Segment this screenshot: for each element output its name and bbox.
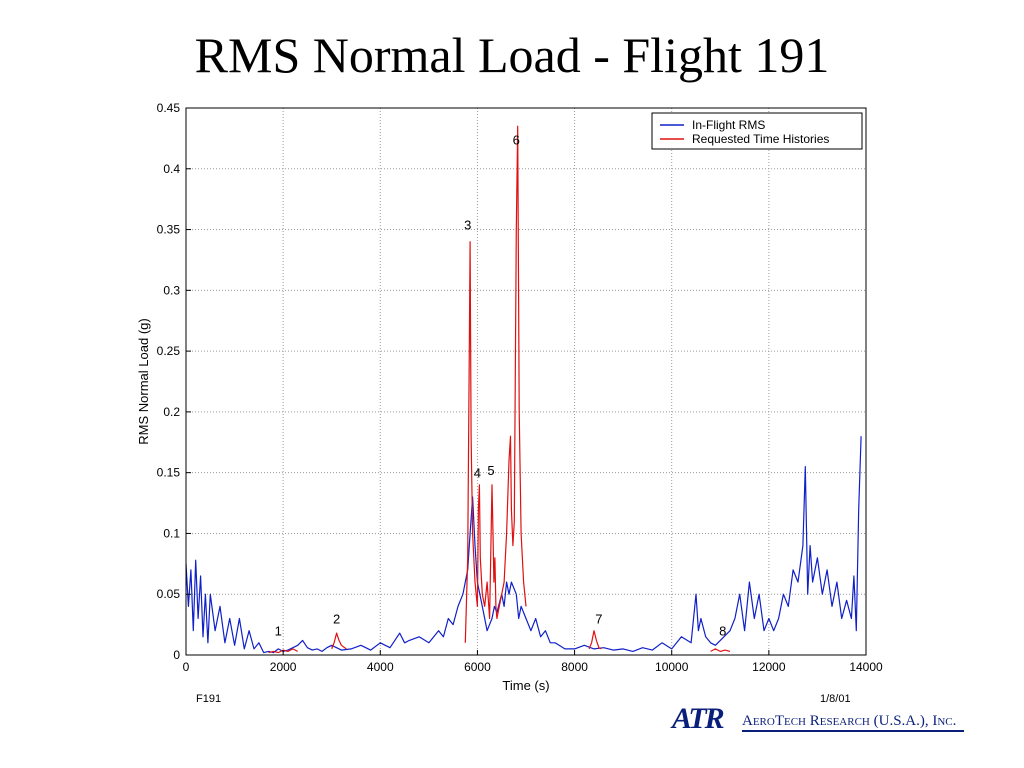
series-line-inflight-rms [185, 436, 862, 654]
series-line-requested-time-histories [710, 648, 731, 653]
legend-label: In-Flight RMS [692, 118, 765, 132]
y-tick-label: 0.05 [157, 587, 181, 601]
company-name: AeroTech Research (U.S.A.), Inc. [742, 713, 957, 729]
y-tick-label: 0.35 [157, 223, 181, 237]
y-tick-label: 0.4 [163, 162, 180, 176]
y-tick-label: 0.1 [163, 526, 180, 540]
x-tick-label: 14000 [849, 660, 883, 674]
peak-annotation: 1 [275, 624, 282, 639]
peak-annotation: 4 [474, 466, 481, 481]
y-tick-label: 0 [173, 648, 180, 662]
x-tick-label: 6000 [464, 660, 491, 674]
atr-logo-mark: ATR [672, 702, 725, 735]
y-axis-label: RMS Normal Load (g) [136, 318, 151, 444]
logo-underline [742, 730, 964, 732]
x-tick-label: 4000 [367, 660, 394, 674]
y-tick-label: 0.2 [163, 405, 180, 419]
footer-date-label: 1/8/01 [820, 693, 851, 705]
x-tick-label: 8000 [561, 660, 588, 674]
legend-label: Requested Time Histories [692, 132, 829, 146]
x-tick-label: 2000 [270, 660, 297, 674]
legend-box [651, 112, 863, 150]
series-line-requested-time-histories [331, 632, 347, 650]
y-tick-label: 0.15 [157, 466, 181, 480]
x-axis-label: Time (s) [502, 678, 549, 693]
peak-annotation: 3 [464, 218, 471, 233]
x-tick-label: 0 [183, 660, 190, 674]
slide-title: RMS Normal Load - Flight 191 [194, 27, 830, 83]
footer-flight-label: F191 [196, 693, 221, 705]
y-tick-label: 0.3 [163, 283, 180, 297]
company-logo: ATR AeroTech Research (U.S.A.), Inc. [672, 702, 972, 736]
series-line-requested-time-histories [464, 125, 527, 643]
plot-frame [185, 107, 867, 656]
plot-area [186, 108, 866, 655]
peak-annotation: 6 [513, 132, 520, 147]
x-tick-label: 10000 [655, 660, 689, 674]
y-tick-label: 0.45 [157, 101, 181, 115]
peak-annotation: 5 [487, 463, 494, 478]
peak-annotation: 7 [595, 611, 602, 626]
peak-annotation: 2 [333, 611, 340, 626]
x-tick-label: 12000 [752, 660, 786, 674]
y-tick-label: 0.25 [157, 344, 181, 358]
series-line-requested-time-histories [588, 630, 602, 650]
peak-annotation: 8 [719, 624, 726, 639]
